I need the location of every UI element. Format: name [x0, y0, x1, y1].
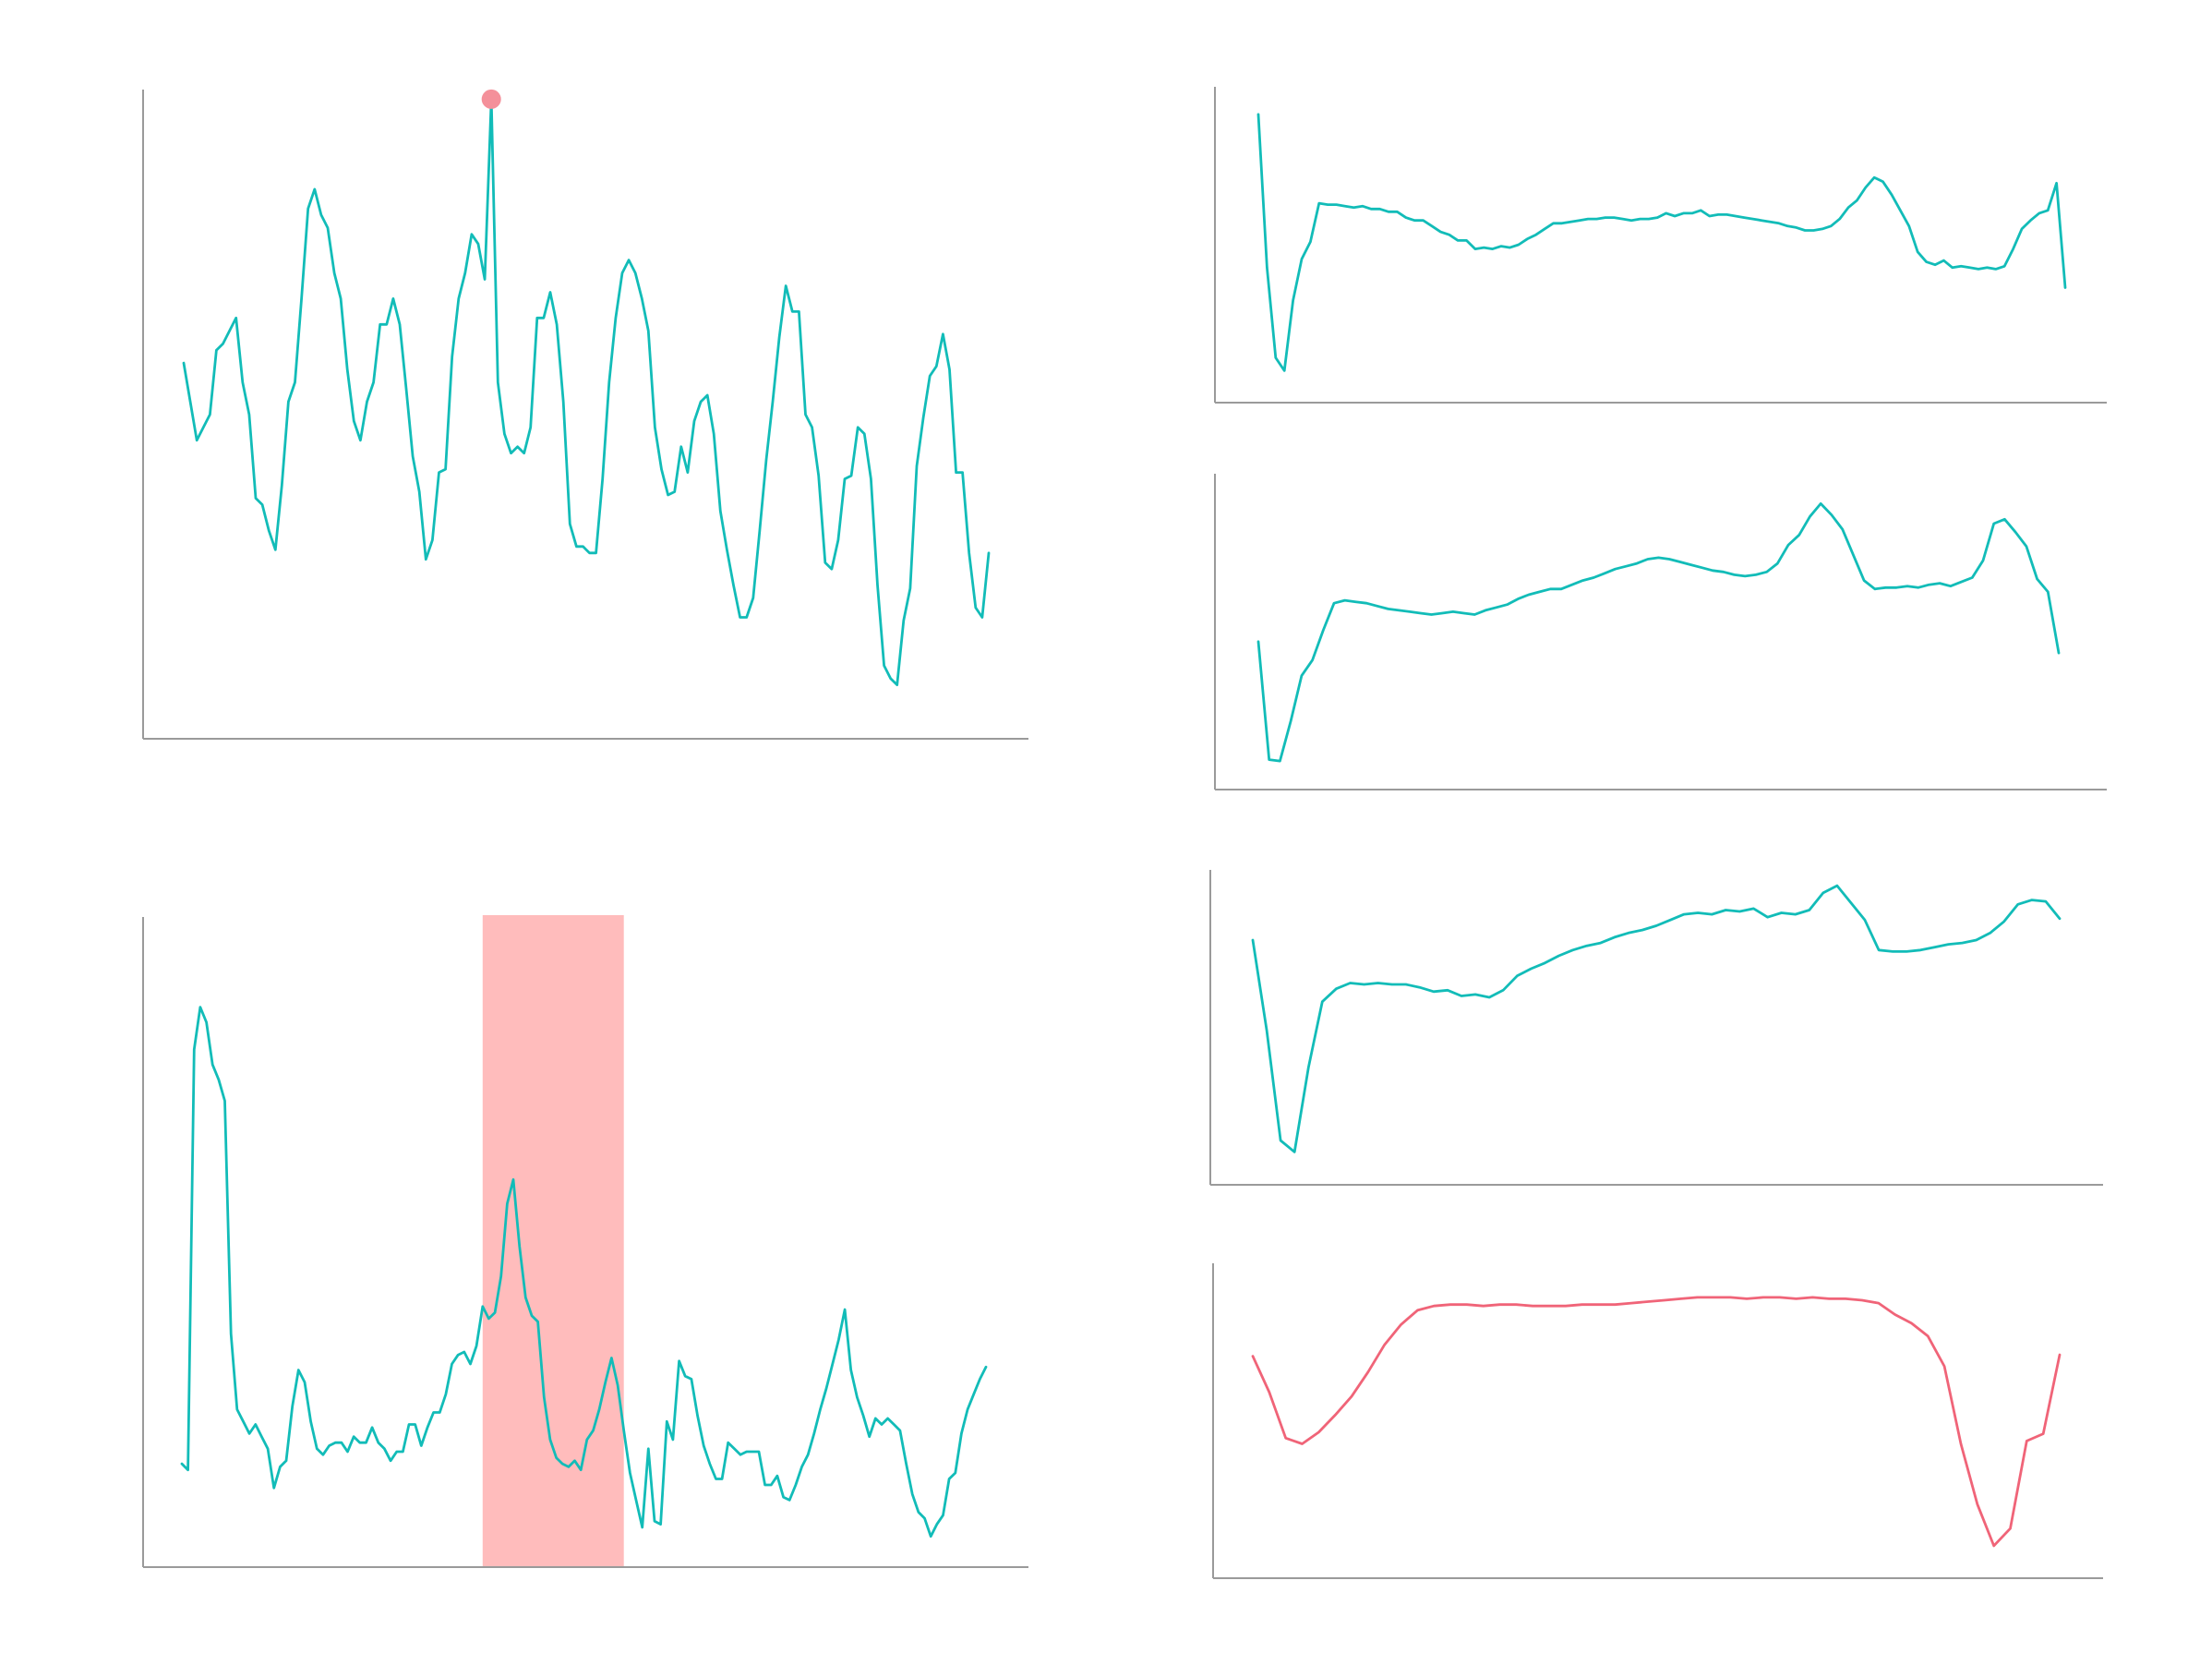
- chart-right-3: [1209, 870, 2103, 1186]
- series-line: [180, 1006, 988, 1538]
- series-line: [1256, 502, 2061, 763]
- series-line: [182, 98, 991, 686]
- chart-right-4: [1212, 1263, 2103, 1579]
- series-line: [1256, 113, 2067, 372]
- chart-right-2: [1214, 474, 2107, 790]
- series-line: [1251, 884, 2062, 1153]
- chart-right-1: [1214, 87, 2107, 404]
- anomaly-point: [481, 89, 501, 109]
- chart-top-left: [142, 89, 1028, 740]
- highlight-span: [482, 915, 624, 1567]
- chart-bottom-left: [142, 915, 1028, 1568]
- series-line: [1251, 1296, 2062, 1548]
